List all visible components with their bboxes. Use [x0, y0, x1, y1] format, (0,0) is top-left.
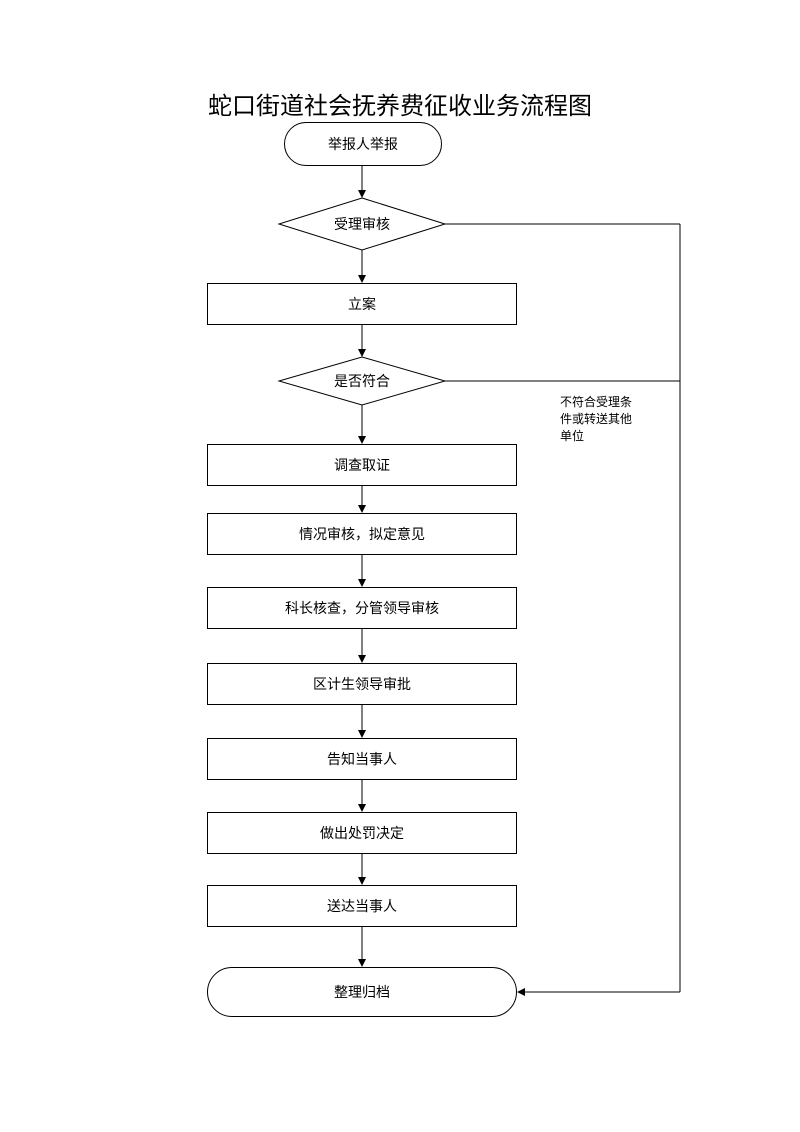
process-p4: 科长核查，分管领导审核 — [207, 587, 517, 629]
terminator-start: 举报人举报 — [284, 122, 442, 166]
flowchart-lines — [0, 0, 800, 1132]
process-p3: 情况审核，拟定意见 — [207, 513, 517, 555]
process-p6: 告知当事人 — [207, 738, 517, 780]
process-p1: 立案 — [207, 283, 517, 325]
decision-d2: 是否符合 — [279, 371, 445, 391]
decision-d1: 受理审核 — [279, 214, 445, 234]
terminator-end: 整理归档 — [207, 967, 517, 1017]
process-p7: 做出处罚决定 — [207, 812, 517, 854]
process-p5: 区计生领导审批 — [207, 663, 517, 705]
process-p2: 调查取证 — [207, 444, 517, 486]
branch-label-reject: 不符合受理条件或转送其他单位 — [560, 394, 632, 444]
process-p8: 送达当事人 — [207, 885, 517, 927]
page-title: 蛇口街道社会抚养费征收业务流程图 — [0, 86, 800, 121]
